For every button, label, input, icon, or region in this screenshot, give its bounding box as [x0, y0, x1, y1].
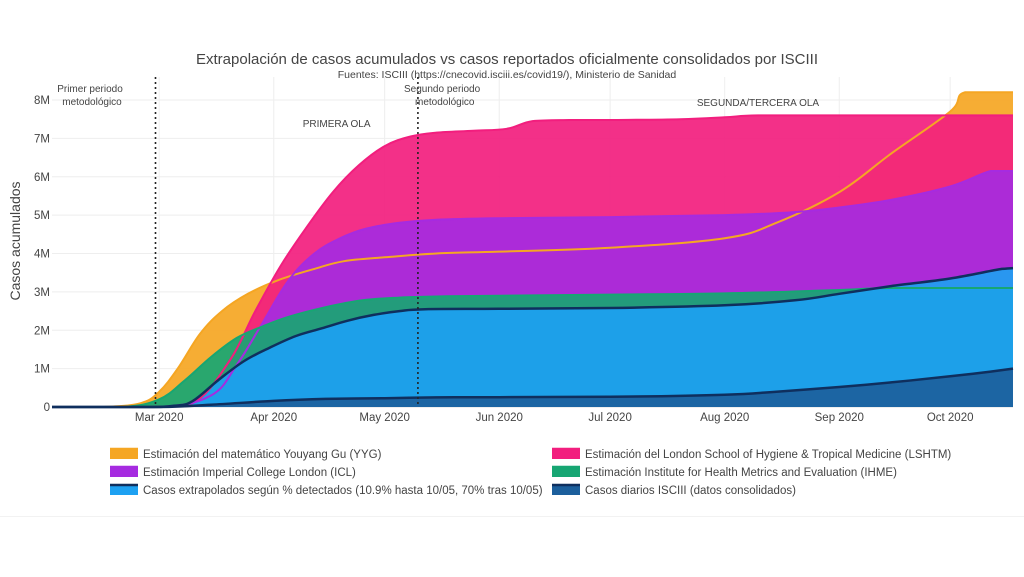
method-period-label: Primer periodo [57, 84, 123, 95]
series-line-1 [51, 114, 1013, 409]
y-tick-label: 3M [34, 287, 50, 299]
series-line-4 [51, 266, 1014, 409]
legend-item-3[interactable]: Estimación Institute for Health Metrics … [552, 465, 897, 479]
method-period-label: metodológico [62, 97, 122, 108]
legend-item-0[interactable]: Estimación del matemático Youyang Gu (YY… [110, 447, 382, 461]
legend-swatch [110, 466, 138, 477]
x-axis: Mar 2020 Apr 2020 May 2020 Jun 2020 Jul 2020… [135, 412, 974, 424]
legend-swatch [110, 448, 138, 459]
x-tick-label: Sep 2020 [815, 412, 864, 424]
x-tick-label: May 2020 [359, 412, 410, 424]
legend-swatch [110, 484, 138, 495]
legend-label: Estimación del matemático Youyang Gu (YY… [143, 449, 382, 461]
y-tick-label: 2M [34, 325, 50, 337]
bottom-band [0, 516, 1024, 577]
legend-item-5[interactable]: Casos diarios ISCIII (datos consolidados… [552, 483, 796, 497]
y-tick-label: 4M [34, 249, 50, 261]
y-tick-label: 6M [34, 172, 50, 184]
y-axis: 0 1M 2M 3M 4M 5M 6M 7M 8M [34, 95, 50, 414]
wave-annotation: PRIMERA OLA [303, 119, 371, 130]
y-tick-label: 1M [34, 364, 50, 376]
series-line-5 [51, 367, 1014, 409]
annotations: PRIMERA OLA SEGUNDA/TERCERA OLA [303, 98, 820, 130]
y-tick-label: 5M [34, 210, 50, 222]
method-period-label: metodológico [415, 97, 475, 108]
x-tick-label: Apr 2020 [250, 412, 297, 424]
legend-item-2[interactable]: Estimación Imperial College London (ICL) [110, 465, 356, 479]
legend-label: Casos extrapolados según % detectados (1… [143, 485, 543, 497]
y-tick-label: 8M [34, 95, 50, 107]
chart-subtitle: Fuentes: ISCIII (https://cnecovid.isciii… [338, 69, 677, 81]
method-period-lines: Primer periodo metodológico Segundo period… [57, 77, 481, 407]
method-period-label: Segundo periodo [404, 84, 481, 95]
legend-label: Casos diarios ISCIII (datos consolidados… [585, 485, 796, 497]
legend-label: Estimación Institute for Health Metrics … [585, 467, 897, 479]
area-series [52, 92, 1013, 408]
y-tick-label: 7M [34, 133, 50, 145]
legend-swatch [552, 466, 580, 477]
y-tick-label: 0 [44, 402, 50, 414]
x-tick-label: Oct 2020 [927, 412, 974, 424]
series-lines [51, 91, 1014, 409]
wave-annotation: SEGUNDA/TERCERA OLA [697, 98, 820, 109]
chart-title: Extrapolación de casos acumulados vs cas… [196, 51, 818, 68]
chart: Primer periodo metodológico Segundo period… [7, 51, 1014, 497]
legend-item-4[interactable]: Casos extrapolados según % detectados (1… [110, 483, 543, 497]
x-tick-label: Jul 2020 [588, 412, 631, 424]
x-tick-label: Aug 2020 [700, 412, 749, 424]
legend-label: Estimación del London School of Hygiene … [585, 449, 951, 461]
legend-swatch [552, 484, 580, 495]
y-axis-label: Casos acumulados [7, 181, 23, 300]
x-tick-label: Jun 2020 [476, 412, 523, 424]
x-tick-label: Mar 2020 [135, 412, 184, 424]
series-line-3 [51, 286, 1013, 409]
legend-label: Estimación Imperial College London (ICL) [143, 467, 356, 479]
legend-swatch [552, 448, 580, 459]
series-line-0 [51, 91, 1013, 409]
legend-item-1[interactable]: Estimación del London School of Hygiene … [552, 447, 951, 461]
series-area-5[interactable] [52, 368, 1013, 407]
legend[interactable]: Estimación del matemático Youyang Gu (YY… [110, 447, 951, 497]
